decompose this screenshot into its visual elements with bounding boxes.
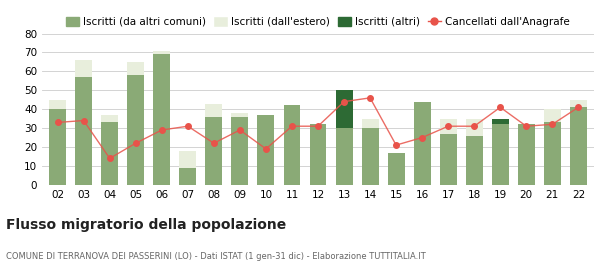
Bar	[205, 117, 223, 185]
Point	[313, 124, 323, 129]
Bar	[544, 122, 561, 185]
Bar	[154, 51, 170, 54]
Bar	[49, 109, 66, 185]
Point	[521, 124, 531, 129]
Point	[131, 141, 140, 145]
Bar	[570, 100, 587, 107]
Bar	[413, 102, 431, 185]
Bar	[257, 115, 274, 185]
Point	[105, 156, 115, 161]
Point	[287, 124, 297, 129]
Point	[418, 135, 427, 140]
Bar	[101, 115, 118, 122]
Point	[548, 122, 557, 127]
Bar	[127, 75, 144, 185]
Point	[235, 128, 245, 132]
Bar	[466, 119, 482, 136]
Bar	[335, 90, 353, 128]
Bar	[492, 124, 509, 185]
Bar	[544, 109, 561, 122]
Point	[339, 99, 349, 104]
Bar	[310, 124, 326, 185]
Bar	[388, 153, 404, 185]
Bar	[284, 105, 301, 185]
Point	[183, 124, 193, 129]
Point	[157, 128, 167, 132]
Point	[496, 105, 505, 109]
Point	[53, 120, 62, 125]
Bar	[232, 113, 248, 117]
Point	[391, 143, 401, 147]
Bar	[518, 124, 535, 185]
Bar	[570, 107, 587, 185]
Bar	[232, 117, 248, 185]
Bar	[362, 128, 379, 185]
Bar	[440, 134, 457, 185]
Bar	[75, 60, 92, 77]
Text: Flusso migratorio della popolazione: Flusso migratorio della popolazione	[6, 218, 286, 232]
Bar	[179, 168, 196, 185]
Point	[79, 118, 88, 123]
Bar	[492, 119, 509, 124]
Point	[443, 124, 453, 129]
Bar	[440, 119, 457, 134]
Bar	[154, 54, 170, 185]
Bar	[466, 136, 482, 185]
Point	[574, 105, 583, 109]
Point	[209, 141, 218, 145]
Bar	[75, 77, 92, 185]
Bar	[205, 104, 223, 117]
Text: COMUNE DI TERRANOVA DEI PASSERINI (LO) - Dati ISTAT (1 gen-31 dic) - Elaborazion: COMUNE DI TERRANOVA DEI PASSERINI (LO) -…	[6, 252, 426, 261]
Bar	[335, 128, 353, 185]
Point	[261, 147, 271, 151]
Bar	[49, 100, 66, 109]
Legend: Iscritti (da altri comuni), Iscritti (dall'estero), Iscritti (altri), Cancellati: Iscritti (da altri comuni), Iscritti (da…	[67, 17, 569, 27]
Point	[469, 124, 479, 129]
Bar	[362, 119, 379, 128]
Point	[365, 95, 375, 100]
Bar	[179, 151, 196, 168]
Bar	[101, 122, 118, 185]
Bar	[127, 62, 144, 75]
